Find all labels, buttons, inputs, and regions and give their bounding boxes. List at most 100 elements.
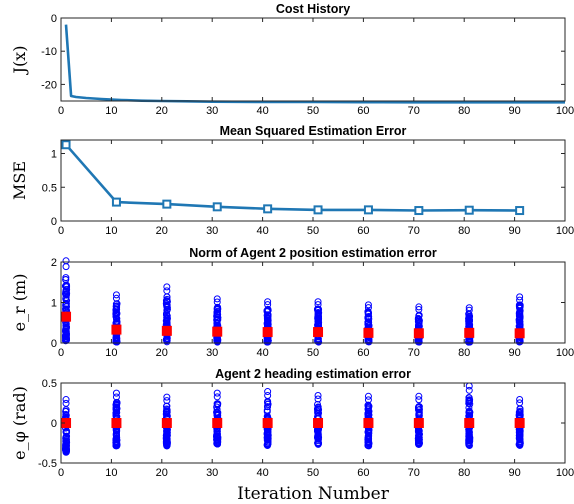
- mean-marker: [212, 326, 223, 337]
- x-tick-label: 10: [105, 225, 117, 237]
- sample-point: [516, 307, 524, 315]
- sample-point: [264, 400, 272, 408]
- data-point-marker: [464, 205, 474, 215]
- sample-point: [112, 291, 120, 299]
- y-tick-label: -10: [41, 46, 57, 58]
- sample-point: [314, 392, 322, 400]
- sample-point: [112, 403, 120, 411]
- sample-point: [163, 302, 171, 310]
- chart-panel-1: Cost History J(x) 0 10 20 30 40 50 60 70 80 90 100 -2…: [10, 2, 574, 117]
- mean-marker: [313, 418, 324, 428]
- x-tick-label: 100: [556, 225, 574, 237]
- x-tick-label: 30: [206, 105, 218, 117]
- x-tick-label: 40: [256, 467, 268, 479]
- sample-point: [62, 442, 70, 450]
- x-tick-label: 80: [458, 467, 470, 479]
- sample-point: [213, 427, 221, 435]
- sample-point: [516, 293, 524, 301]
- sample-column: [465, 304, 474, 346]
- y-tick-label: -20: [41, 79, 57, 91]
- sample-point: [62, 296, 70, 304]
- mean-marker: [161, 325, 172, 336]
- sample-point: [365, 404, 373, 412]
- series-line: [64, 24, 565, 104]
- sample-column: [313, 298, 323, 346]
- x-tick-label: 20: [156, 105, 168, 117]
- x-tick-label: 20: [156, 467, 168, 479]
- sample-point: [163, 287, 171, 295]
- sample-point: [364, 396, 372, 404]
- sample-point: [516, 314, 524, 322]
- x-tick-label: 0: [58, 347, 64, 359]
- sample-point: [163, 407, 171, 415]
- sample-point: [516, 296, 524, 304]
- sample-point: [163, 427, 171, 435]
- sample-point: [214, 401, 222, 409]
- x-tick-label: 0: [58, 105, 64, 117]
- mean-marker: [514, 418, 525, 428]
- mean-marker: [464, 418, 475, 428]
- mean-marker: [313, 327, 324, 338]
- sample-point: [62, 335, 70, 343]
- sample-column: [465, 382, 474, 450]
- x-tick-label: 100: [556, 105, 574, 117]
- x-tick-label: 0: [58, 467, 64, 479]
- sample-point: [264, 319, 272, 327]
- sample-point: [213, 436, 221, 444]
- x-tick-label: 70: [408, 347, 420, 359]
- sample-point: [415, 396, 423, 404]
- y-tick-label: 0.5: [42, 182, 57, 194]
- x-tick-label: 100: [556, 467, 574, 479]
- chart-title: Cost History: [276, 2, 350, 16]
- mean-marker: [413, 328, 424, 339]
- y-tick-label: -0.5: [38, 458, 57, 470]
- sample-point: [264, 298, 272, 306]
- sample-point: [516, 435, 524, 443]
- sample-column: [515, 395, 524, 449]
- mean-marker: [363, 418, 374, 428]
- x-tick-label: 70: [408, 105, 420, 117]
- sample-point: [113, 404, 121, 412]
- sample-column: [263, 298, 272, 346]
- sample-point: [62, 263, 70, 271]
- sample-point: [465, 386, 473, 394]
- sample-point: [113, 304, 121, 312]
- chart-title: Agent 2 heading estimation error: [215, 367, 411, 381]
- x-tick-label: 90: [508, 467, 520, 479]
- sample-point: [62, 396, 70, 404]
- y-tick-label: 0.5: [42, 378, 57, 390]
- x-tick-label: 30: [206, 225, 218, 237]
- sample-point: [62, 399, 70, 407]
- data-point-marker: [313, 205, 323, 215]
- mean-marker: [514, 328, 525, 339]
- sample-point: [113, 431, 121, 439]
- mean-marker: [111, 324, 122, 335]
- sample-point: [314, 301, 322, 309]
- x-tick-label: 40: [256, 105, 268, 117]
- sample-point: [466, 321, 474, 329]
- sample-point: [62, 434, 70, 442]
- sample-point: [163, 438, 171, 446]
- axes-box: [60, 261, 566, 344]
- mean-marker: [111, 418, 122, 428]
- sample-point: [112, 338, 120, 346]
- sample-point: [214, 310, 222, 318]
- data-point-marker: [111, 197, 121, 207]
- data-point-marker: [212, 202, 222, 212]
- sample-point: [61, 290, 69, 298]
- sample-point: [364, 309, 372, 317]
- sample-point: [365, 313, 373, 321]
- sample-point: [112, 393, 120, 401]
- sample-point: [163, 442, 171, 450]
- x-tick-label: 40: [256, 225, 268, 237]
- sample-column: [61, 257, 71, 345]
- sample-point: [415, 392, 423, 400]
- sample-point: [113, 439, 121, 447]
- x-tick-label: 80: [458, 225, 470, 237]
- sample-point: [415, 437, 423, 445]
- mean-marker: [61, 311, 72, 322]
- sample-point: [415, 303, 423, 311]
- x-tick-label: 0: [58, 225, 64, 237]
